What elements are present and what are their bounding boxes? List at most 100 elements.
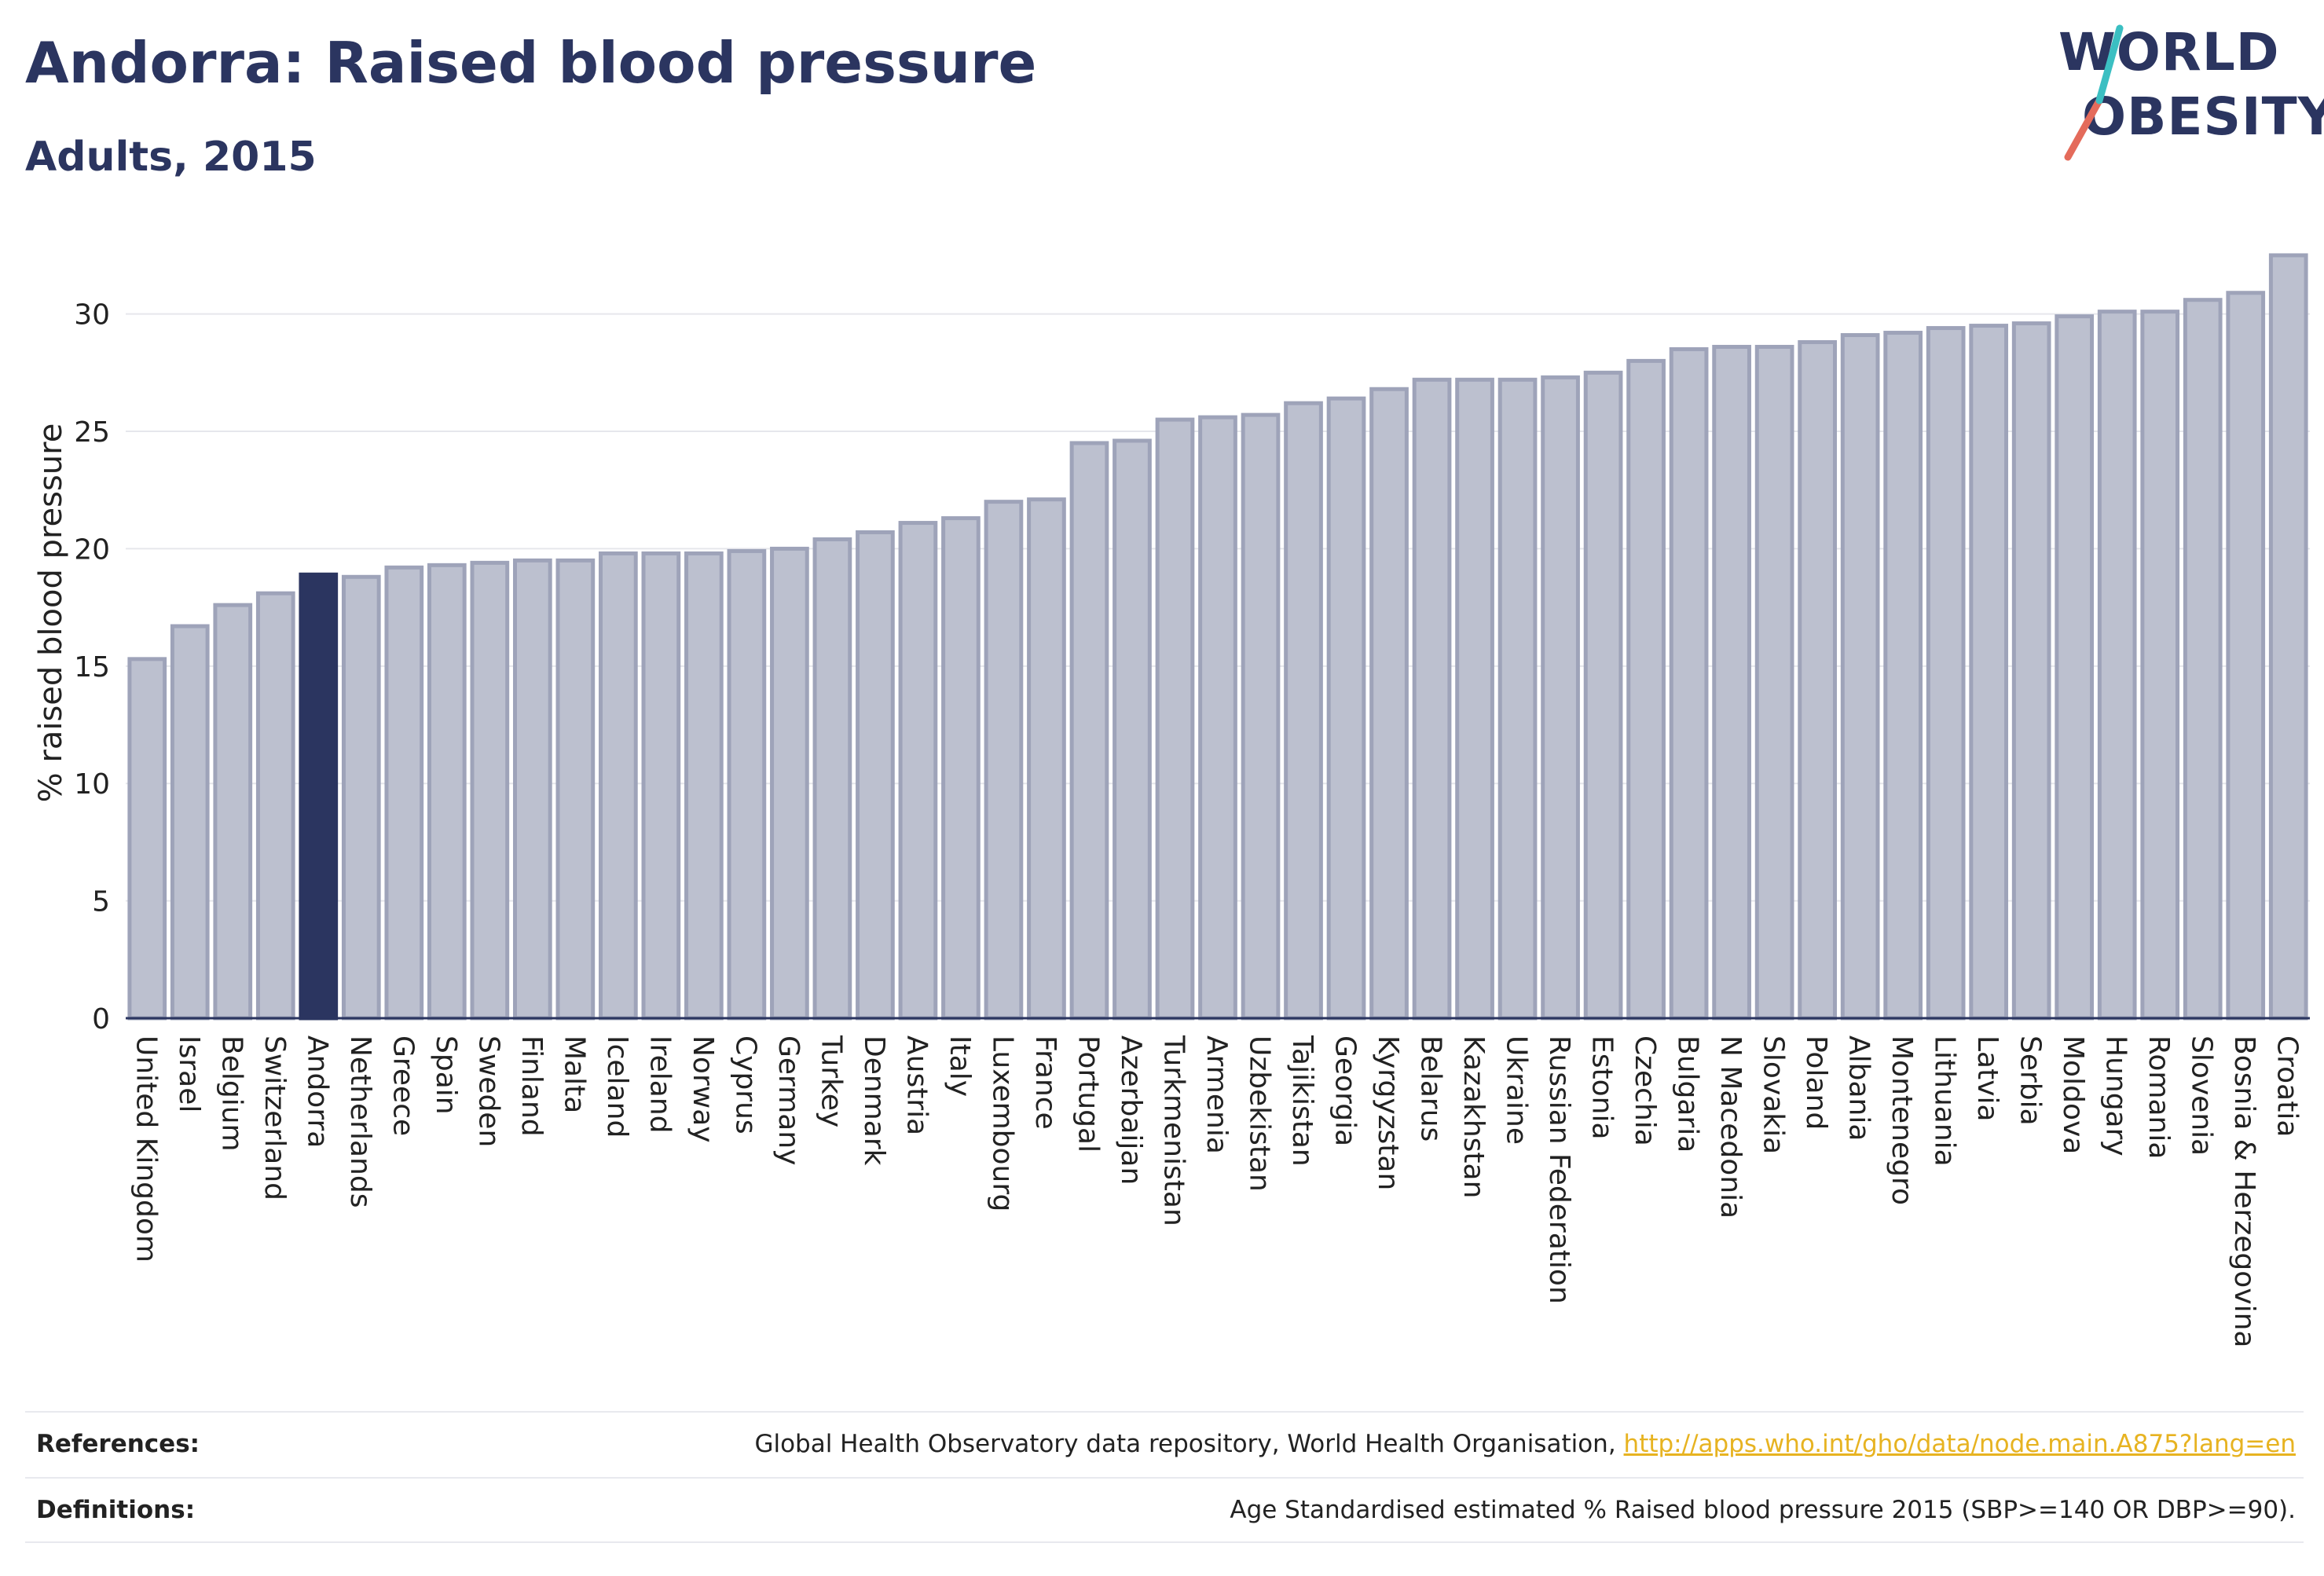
x-tick-label: Uzbekistan xyxy=(1244,1035,1276,1192)
bar-belarus xyxy=(1412,377,1452,1021)
x-tick-label: Bulgaria xyxy=(1672,1035,1704,1153)
x-tick-label: Spain xyxy=(430,1035,462,1115)
bar-israel xyxy=(170,624,210,1021)
bar-denmark xyxy=(856,530,895,1021)
bar-andorra xyxy=(299,572,339,1021)
x-tick-label: Armenia xyxy=(1200,1035,1233,1154)
logo-slash-icon xyxy=(2064,24,2124,161)
bar-croatia xyxy=(2268,253,2308,1021)
references-text: Global Health Observatory data repositor… xyxy=(754,1430,1624,1458)
bar-turkmenistan xyxy=(1155,417,1195,1021)
x-tick-label: Georgia xyxy=(1329,1035,1362,1146)
x-tick-label: United Kingdom xyxy=(130,1035,162,1263)
bar-slovakia xyxy=(1754,344,1794,1021)
x-tick-label: Russian Federation xyxy=(1543,1035,1575,1304)
bar-sweden xyxy=(470,560,510,1021)
bar-greece xyxy=(384,565,424,1021)
x-tick-label: Germany xyxy=(772,1035,805,1165)
definitions-text: Age Standardised estimated % Raised bloo… xyxy=(1230,1496,2296,1524)
x-tick-label: Slovenia xyxy=(2186,1035,2218,1156)
x-tick-label: Italy xyxy=(944,1035,976,1097)
x-tick-label: Ireland xyxy=(643,1035,676,1134)
bar-kazakhstan xyxy=(1455,377,1494,1021)
x-tick-label: Ukraine xyxy=(1501,1035,1533,1145)
x-tick-label: Belgium xyxy=(215,1035,247,1152)
bar-hungary xyxy=(2097,310,2137,1021)
references-link[interactable]: http://apps.who.int/gho/data/node.main.A… xyxy=(1623,1430,2296,1458)
bar-switzerland xyxy=(255,591,295,1021)
x-tick-label: Andorra xyxy=(301,1035,333,1148)
x-tick-label: Romania xyxy=(2143,1035,2175,1159)
x-tick-label: Luxembourg xyxy=(986,1035,1018,1211)
y-tick-label: 5 xyxy=(92,886,110,918)
x-tick-label: Turkey xyxy=(815,1035,847,1127)
footer-divider xyxy=(25,1541,2304,1543)
bar-bosnia-herzegovina xyxy=(2226,291,2266,1021)
bar-kyrgyzstan xyxy=(1369,387,1409,1021)
x-tick-label: Kazakhstan xyxy=(1457,1035,1490,1198)
x-tick-label: Finland xyxy=(515,1035,548,1137)
y-axis-label: % raised blood pressure xyxy=(33,423,69,803)
x-tick-label: Norway xyxy=(687,1035,719,1143)
x-tick-label: Sweden xyxy=(472,1035,504,1147)
y-tick-label: 20 xyxy=(74,533,110,566)
bar-uzbekistan xyxy=(1241,412,1281,1021)
bar-malta xyxy=(555,558,596,1021)
x-tick-label: Poland xyxy=(1800,1035,1832,1130)
x-tick-label: Netherlands xyxy=(344,1035,376,1208)
bar-lithuania xyxy=(1926,326,1966,1021)
chart-axes: 0 5 10 15 20 25 30 United Kingdom Israel Belgium S… xyxy=(74,299,2310,1347)
x-tick-label: Lithuania xyxy=(1929,1035,1961,1167)
x-tick-label: Switzerland xyxy=(258,1035,291,1200)
bar-luxembourg xyxy=(984,500,1024,1021)
bar-cyprus xyxy=(727,548,767,1021)
bar-georgia xyxy=(1326,396,1366,1021)
x-tick-label: Kyrgyzstan xyxy=(1372,1035,1404,1190)
x-tick-label: Tajikistan xyxy=(1286,1035,1318,1167)
bar-turkey xyxy=(812,537,852,1021)
x-tick-label: Denmark xyxy=(858,1035,890,1166)
x-tick-label: Malta xyxy=(558,1035,590,1113)
bar-czechia xyxy=(1626,358,1666,1021)
bar-albania xyxy=(1840,333,1880,1021)
chart-bars xyxy=(127,253,2308,1021)
x-tick-label: Montenegro xyxy=(1886,1035,1918,1205)
bar-belgium xyxy=(213,603,253,1021)
x-tick-label: Slovakia xyxy=(1758,1035,1790,1154)
bar-italy xyxy=(941,516,981,1021)
x-tick-label: Turkmenistan xyxy=(1157,1035,1189,1226)
bar-ukraine xyxy=(1497,377,1538,1021)
bar-russian-federation xyxy=(1541,375,1580,1021)
bar-moldova xyxy=(2055,314,2095,1021)
bar-iceland xyxy=(599,551,638,1021)
bar-netherlands xyxy=(341,574,381,1021)
x-tick-label: Czechia xyxy=(1629,1035,1661,1146)
x-tick-label: Austria xyxy=(900,1035,933,1135)
page-title: Andorra: Raised blood pressure xyxy=(25,30,1037,96)
references-row: References: Global Health Observatory da… xyxy=(25,1420,2296,1468)
x-tick-label: Azerbaijan xyxy=(1115,1035,1147,1185)
y-tick-label: 15 xyxy=(74,651,110,684)
bar-azerbaijan xyxy=(1113,438,1152,1021)
bar-finland xyxy=(512,558,552,1021)
logo-line-1: WORLD xyxy=(2058,22,2280,82)
bar-bulgaria xyxy=(1669,346,1709,1021)
bar-montenegro xyxy=(1883,331,1923,1021)
bar-united-kingdom xyxy=(127,657,167,1021)
bar-estonia xyxy=(1583,370,1623,1021)
x-tick-label: Cyprus xyxy=(729,1035,761,1134)
x-tick-label: Latvia xyxy=(1971,1035,2003,1122)
definitions-label: Definitions: xyxy=(36,1496,196,1524)
y-tick-label: 25 xyxy=(74,416,110,449)
page-subtitle: Adults, 2015 xyxy=(25,134,317,181)
world-obesity-logo: WORLD OBESITY xyxy=(2051,22,2324,163)
x-tick-label: Bosnia & Herzegovina xyxy=(2228,1035,2260,1347)
bar-austria xyxy=(898,521,938,1021)
references-value: Global Health Observatory data repositor… xyxy=(754,1430,2296,1458)
bar-slovenia xyxy=(2183,298,2223,1021)
x-tick-label: Greece xyxy=(387,1035,419,1136)
bar-chart: 0 5 10 15 20 25 30 United Kingdom Israel Belgium S… xyxy=(33,253,2310,1347)
footer-divider xyxy=(25,1411,2304,1413)
x-tick-label: Portugal xyxy=(1072,1035,1104,1153)
references-label: References: xyxy=(36,1430,200,1458)
